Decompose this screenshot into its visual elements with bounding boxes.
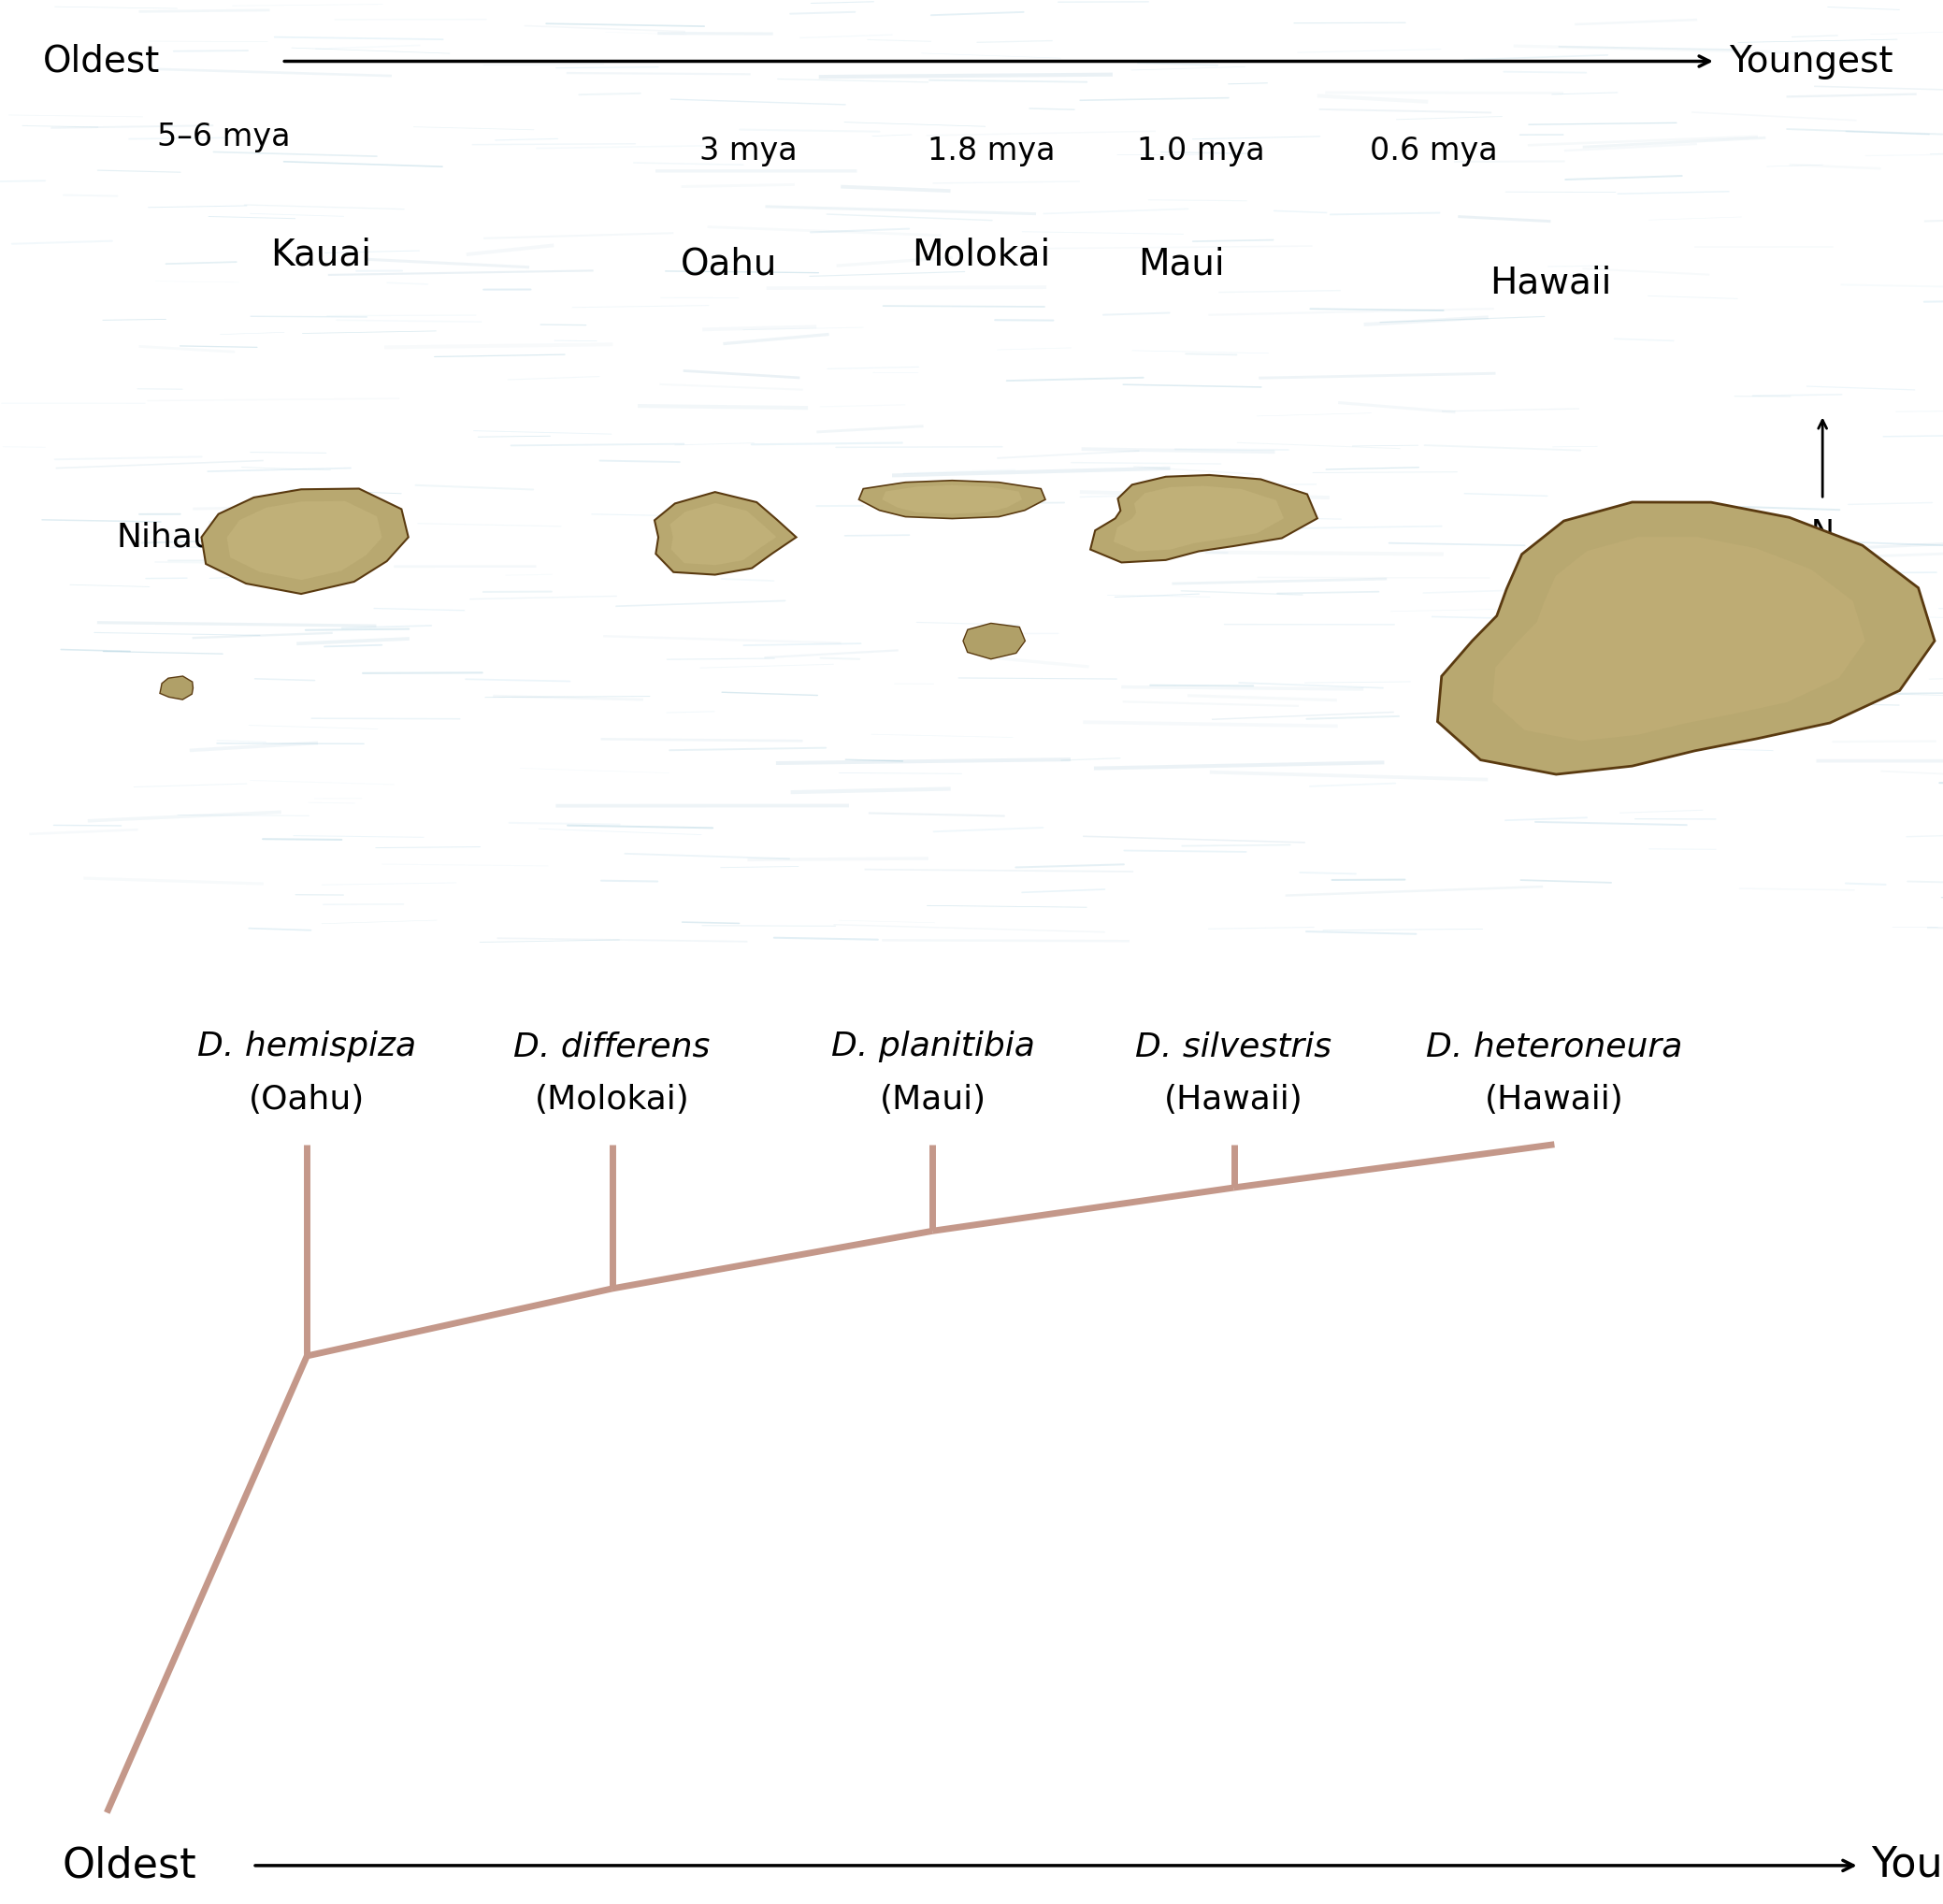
Polygon shape — [1090, 474, 1317, 562]
Polygon shape — [202, 489, 408, 594]
Text: D. planitibia: D. planitibia — [832, 1030, 1034, 1062]
Text: Molokai: Molokai — [911, 236, 1051, 272]
Text: 1.0 mya: 1.0 mya — [1137, 135, 1265, 166]
Text: (Molokai): (Molokai) — [534, 1083, 690, 1116]
Text: (Oahu): (Oahu) — [249, 1083, 365, 1116]
Polygon shape — [1492, 537, 1865, 741]
Polygon shape — [1438, 503, 1935, 775]
Polygon shape — [227, 501, 383, 581]
Polygon shape — [655, 491, 797, 575]
Text: Oldest: Oldest — [43, 44, 159, 80]
Text: Hawaii: Hawaii — [1490, 265, 1611, 301]
Text: Oahu: Oahu — [680, 246, 777, 282]
Text: Maui: Maui — [1139, 246, 1224, 282]
Text: 3 mya: 3 mya — [699, 135, 797, 166]
Polygon shape — [882, 486, 1022, 514]
Text: D. silvestris: D. silvestris — [1135, 1030, 1333, 1062]
Text: D. hemispiza: D. hemispiza — [198, 1030, 416, 1062]
Text: Youngest: Youngest — [1871, 1845, 1943, 1885]
Polygon shape — [964, 623, 1026, 659]
Text: (Maui): (Maui) — [880, 1083, 985, 1116]
Polygon shape — [1113, 486, 1284, 552]
Polygon shape — [159, 676, 192, 699]
Text: (Hawaii): (Hawaii) — [1484, 1083, 1624, 1116]
Text: N: N — [1811, 518, 1834, 548]
Text: Kauai: Kauai — [270, 236, 371, 272]
Text: 1.8 mya: 1.8 mya — [927, 135, 1055, 166]
Text: 5–6 mya: 5–6 mya — [157, 122, 290, 152]
Text: D. heteroneura: D. heteroneura — [1426, 1030, 1683, 1062]
Text: Youngest: Youngest — [1729, 44, 1892, 80]
Text: (Hawaii): (Hawaii) — [1164, 1083, 1304, 1116]
Text: Nihau: Nihau — [117, 522, 214, 552]
Polygon shape — [859, 480, 1045, 518]
Text: D. differens: D. differens — [513, 1030, 711, 1062]
Text: 0.6 mya: 0.6 mya — [1370, 135, 1498, 166]
Polygon shape — [670, 503, 777, 565]
Text: Oldest: Oldest — [62, 1845, 196, 1885]
